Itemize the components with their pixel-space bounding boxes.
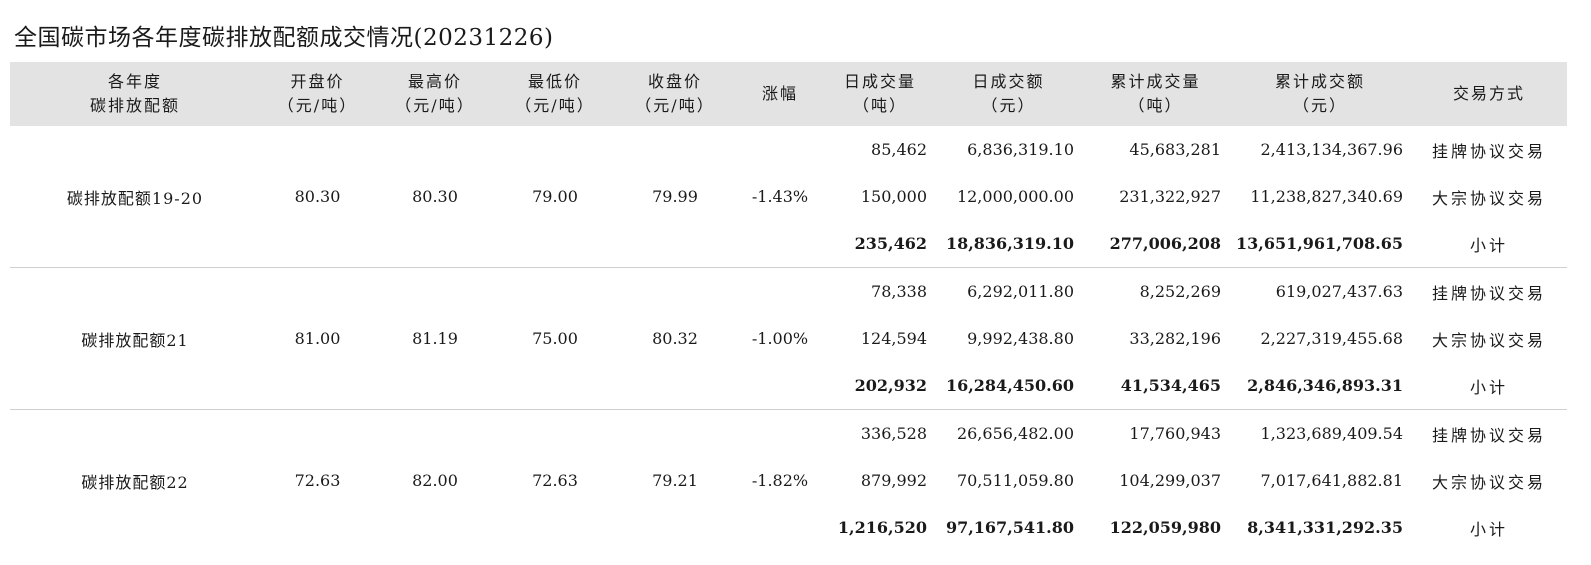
header-cum-volume: 累计成交量 （吨） [1110,72,1201,115]
cum-amount: 7,017,641,882.81 [1260,471,1404,490]
daily-amount: 26,656,482.00 [956,424,1074,443]
trade-method: 小计 [1411,362,1567,410]
trade-method: 挂牌协议交易 [1431,283,1546,303]
trade-method: 挂牌协议交易 [1431,425,1546,445]
subtotal-row: 235,462 18,836,319.10 277,006,208 13,651… [10,220,1567,268]
close-price: 79.21 [652,471,698,490]
daily-amount: 6,836,319.10 [967,140,1074,159]
daily-amount: 97,167,541.80 [945,518,1074,537]
header-change: 涨幅 [761,84,798,103]
cum-amount: 2,227,319,455.68 [1260,329,1404,348]
trade-method: 挂牌协议交易 [1431,141,1546,161]
daily-amount: 18,836,319.10 [935,220,1082,268]
high-price: 80.30 [375,126,495,268]
cum-amount: 619,027,437.63 [1275,282,1403,301]
header-open-price: 开盘价 （元/吨） [277,72,358,115]
header-daily-amount: 日成交额 （元） [972,72,1045,115]
cum-amount: 11,238,827,340.69 [1250,187,1403,206]
table-row: 150,000 12,000,000.00 231,322,927 11,238… [10,173,1567,220]
table-row: 碳排放配额19-20 80.30 80.30 79.00 79.99 -1.43… [10,126,1567,268]
table-header: 各年度 碳排放配额 开盘价 （元/吨） 最高价 （元/吨） 最低价 （元/吨） 收盘价（… [10,62,1567,126]
cum-volume: 277,006,208 [1082,220,1229,268]
header-method: 交易方式 [1452,84,1525,103]
header-low-price: 最低价 （元/吨） [515,72,595,115]
daily-volume: 85,462 [871,140,927,159]
daily-volume: 879,992 [860,471,927,490]
cum-volume: 8,252,269 [1139,282,1221,301]
cum-volume: 45,683,281 [1129,140,1221,159]
open-price: 80.30 [260,126,375,268]
daily-volume: 1,216,520 [837,518,927,537]
header-cum-amount: 累计成交额 （元） [1274,72,1365,115]
table-row: 碳排放配额21 81.00 81.19 75.00 80.32 -1.00% 7… [10,267,1567,410]
daily-volume: 235,462 [825,220,935,268]
cum-volume: 17,760,943 [1129,424,1221,443]
trade-method: 大宗协议交易 [1431,472,1546,492]
daily-volume: 336,528 [860,424,927,443]
subtotal-row: 202,932 16,284,450.60 41,534,465 2,846,3… [10,362,1567,410]
header-high-price: 最高价 （元/吨） [395,72,475,115]
cum-amount: 1,323,689,409.54 [1260,424,1404,443]
daily-volume: 202,932 [825,362,935,410]
daily-amount: 9,992,438.80 [967,329,1074,348]
header-allowance: 各年度 碳排放配额 [89,72,180,115]
cum-volume: 231,322,927 [1119,187,1221,206]
close-price: 79.99 [615,126,735,268]
cum-volume: 104,299,037 [1119,471,1221,490]
cum-volume: 122,059,980 [1109,518,1221,537]
price-change: -1.00% [735,267,825,410]
open-price: 72.63 [294,471,341,490]
low-price: 72.63 [532,471,578,490]
price-change: -1.82% [751,471,809,490]
trade-method: 小计 [1469,519,1508,539]
high-price: 82.00 [412,471,458,490]
daily-amount: 12,000,000.00 [956,187,1074,206]
header-daily-volume: 日成交量 （吨） [843,72,916,115]
open-price: 81.00 [260,267,375,410]
cum-volume: 41,534,465 [1082,362,1229,410]
subtotal-row: 1,216,520 97,167,541.80 122,059,980 8,34… [10,504,1567,551]
header-close-price: 收盘价 （元/吨） [635,72,715,115]
high-price: 81.19 [375,267,495,410]
trade-method: 大宗协议交易 [1431,188,1546,208]
table-body: 碳排放配额19-20 80.30 80.30 79.00 79.99 -1.43… [10,126,1567,551]
price-change: -1.43% [735,126,825,268]
allowance-name: 碳排放配额21 [10,267,260,410]
trade-method: 小计 [1411,220,1567,268]
close-price: 80.32 [615,267,735,410]
daily-amount: 16,284,450.60 [935,362,1082,410]
table-row: 124,594 9,992,438.80 33,282,196 2,227,31… [10,315,1567,362]
page-title: 全国碳市场各年度碳排放配额成交情况(20231226) [14,25,554,51]
cum-amount: 8,341,331,292.35 [1247,518,1403,537]
trading-table: 各年度 碳排放配额 开盘价 （元/吨） 最高价 （元/吨） 最低价 （元/吨） 收盘价（… [10,62,1567,551]
trade-method: 大宗协议交易 [1431,330,1546,350]
daily-amount: 70,511,059.80 [956,471,1074,490]
low-price: 79.00 [495,126,615,268]
daily-volume: 150,000 [860,187,927,206]
allowance-name: 碳排放配额22 [81,472,189,492]
daily-amount: 6,292,011.80 [967,282,1074,301]
cum-amount: 13,651,961,708.65 [1229,220,1411,268]
low-price: 75.00 [495,267,615,410]
cum-volume: 33,282,196 [1129,329,1221,348]
table-row: 879,992 70,511,059.80 104,299,037 7,017,… [10,457,1567,504]
daily-volume: 78,338 [871,282,927,301]
allowance-name: 碳排放配额19-20 [10,126,260,268]
cum-amount: 2,846,346,893.31 [1229,362,1411,410]
table-row: 碳排放配额22 72.63 82.00 72.63 79.21 -1.82% 3… [10,410,1567,492]
daily-volume: 124,594 [860,329,927,348]
cum-amount: 2,413,134,367.96 [1260,140,1404,159]
